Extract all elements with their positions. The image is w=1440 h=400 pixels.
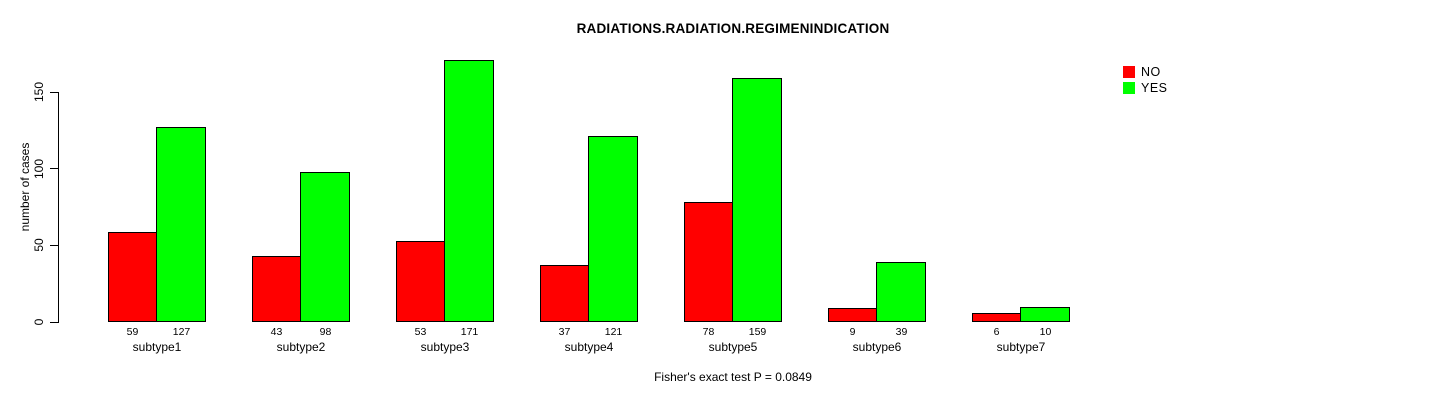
y-axis-tick-label: 50 <box>32 238 46 253</box>
category-label: subtype1 <box>132 340 182 354</box>
y-axis-line <box>58 92 59 323</box>
legend-swatch-no <box>1123 66 1135 78</box>
bar-value-label: 78 <box>702 326 715 338</box>
bar-value-label: 159 <box>748 326 767 338</box>
bar-value-label: 37 <box>558 326 571 338</box>
y-axis-tick <box>50 168 58 170</box>
y-axis-tick-label: 150 <box>32 81 46 103</box>
legend-label: YES <box>1141 81 1168 95</box>
y-axis-tick-label: 0 <box>32 318 46 326</box>
category-label: subtype3 <box>420 340 470 354</box>
bar-yes-subtype3 <box>444 60 494 322</box>
bar-value-label: 98 <box>319 326 332 338</box>
y-axis-tick <box>50 244 58 246</box>
bar-no-subtype7 <box>972 313 1021 322</box>
bar-no-subtype3 <box>396 241 445 322</box>
bar-no-subtype1 <box>108 232 157 322</box>
bar-yes-subtype2 <box>300 172 350 322</box>
bar-value-label: 59 <box>126 326 139 338</box>
bar-value-label: 6 <box>993 326 1000 338</box>
category-label: subtype7 <box>996 340 1046 354</box>
y-axis-label: number of cases <box>18 142 32 232</box>
bar-yes-subtype4 <box>588 136 638 322</box>
bar-yes-subtype6 <box>876 262 926 322</box>
bar-yes-subtype5 <box>732 78 782 322</box>
y-axis-tick-label: 100 <box>32 158 46 179</box>
bar-no-subtype6 <box>828 308 877 322</box>
legend-entry-no: NO <box>1123 64 1168 80</box>
bar-value-label: 127 <box>172 326 191 338</box>
bar-yes-subtype7 <box>1020 307 1070 322</box>
bar-value-label: 39 <box>895 326 908 338</box>
bar-no-subtype2 <box>252 256 301 322</box>
legend-entry-yes: YES <box>1123 80 1168 96</box>
legend: NO YES <box>1123 64 1168 96</box>
category-label: subtype5 <box>708 340 758 354</box>
bar-value-label: 53 <box>414 326 427 338</box>
bar-value-label: 121 <box>604 326 623 338</box>
bar-value-label: 9 <box>849 326 856 338</box>
y-axis-tick <box>50 321 58 323</box>
category-label: subtype2 <box>276 340 326 354</box>
category-label: subtype6 <box>852 340 902 354</box>
annotation-text: Fisher's exact test P = 0.0849 <box>654 370 812 384</box>
bar-value-label: 10 <box>1039 326 1052 338</box>
bar-yes-subtype1 <box>156 127 206 322</box>
bar-value-label: 43 <box>270 326 283 338</box>
chart-title: RADIATIONS.RADIATION.REGIMENINDICATION <box>576 21 890 36</box>
category-label: subtype4 <box>564 340 614 354</box>
bar-value-label: 171 <box>460 326 479 338</box>
y-axis-tick <box>50 91 58 93</box>
bar-no-subtype4 <box>540 265 589 322</box>
legend-swatch-yes <box>1123 82 1135 94</box>
bar-no-subtype5 <box>684 202 733 322</box>
legend-label: NO <box>1141 65 1161 79</box>
